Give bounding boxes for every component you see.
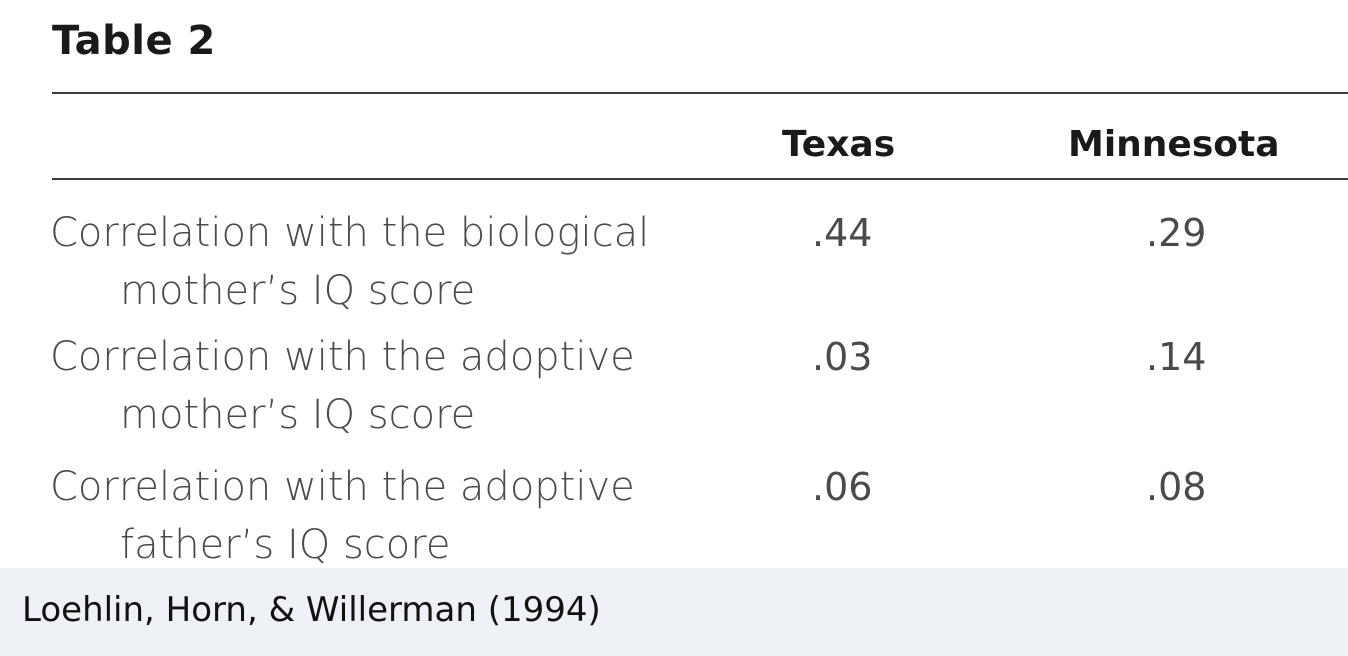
table-title: Table 2 <box>52 18 216 64</box>
table-figure: Table 2 Texas Minnesota Correlation with… <box>0 18 1348 568</box>
cell-texas: .44 <box>812 211 873 255</box>
row-label-line1: Correlation with the adoptive <box>50 334 635 380</box>
row-label-line2: father’s IQ score <box>120 522 451 568</box>
cell-minnesota: .29 <box>1146 211 1207 255</box>
row-label: Correlation with the adoptive father’s I… <box>50 458 690 574</box>
cell-texas: .06 <box>812 465 873 509</box>
cell-minnesota: .08 <box>1146 465 1207 509</box>
caption-text: Loehlin, Horn, & Willerman (1994) <box>22 590 601 630</box>
row-label-line1: Correlation with the adoptive <box>50 464 635 510</box>
top-rule <box>52 92 1348 94</box>
column-header-minnesota: Minnesota <box>1068 124 1280 165</box>
cell-texas: .03 <box>812 335 873 379</box>
table-row: Correlation with the adoptive father’s I… <box>0 458 1348 582</box>
row-label-line1: Correlation with the biological <box>50 210 650 256</box>
header-rule <box>52 178 1348 180</box>
row-label: Correlation with the biological mother’s… <box>50 204 690 320</box>
column-header-texas: Texas <box>782 124 896 165</box>
table-row: Correlation with the biological mother’s… <box>0 204 1348 328</box>
row-label-line2: mother’s IQ score <box>120 268 476 314</box>
row-label-line2: mother’s IQ score <box>120 392 476 438</box>
table-row: Correlation with the adoptive mother’s I… <box>0 328 1348 452</box>
row-label: Correlation with the adoptive mother’s I… <box>50 328 690 444</box>
caption-bar: Loehlin, Horn, & Willerman (1994) <box>0 568 1348 656</box>
cell-minnesota: .14 <box>1146 335 1207 379</box>
